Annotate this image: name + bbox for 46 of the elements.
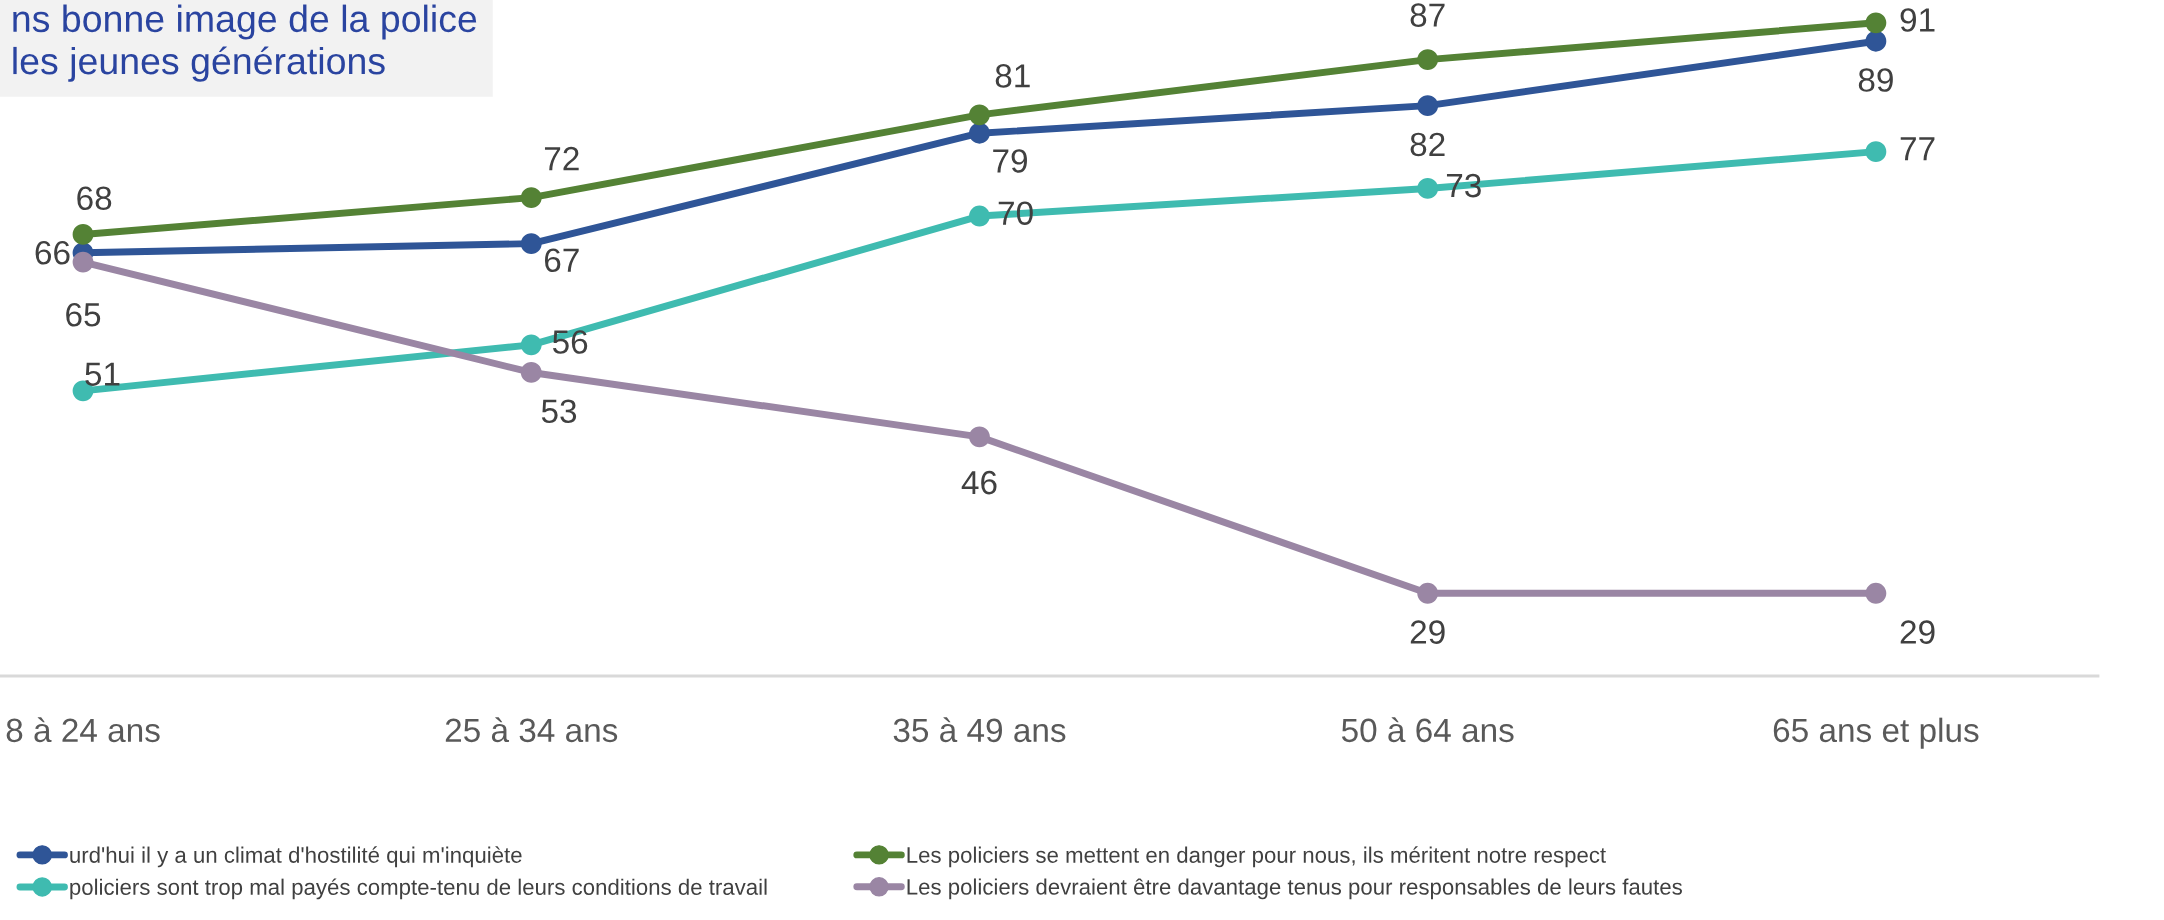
data-label: 29 — [1900, 620, 1935, 644]
data-label: 29 — [1410, 620, 1445, 644]
point — [969, 426, 990, 448]
data-label: 89 — [1858, 68, 1893, 92]
point — [1865, 30, 1887, 52]
point — [520, 362, 542, 383]
x-tick-label: 8 à 24 ans — [6, 717, 160, 743]
point — [1417, 178, 1439, 199]
point — [72, 224, 94, 245]
legend-label: policiers sont trop mal payés compte-tenu de leurs conditions de travail — [70, 878, 767, 900]
point — [969, 122, 990, 144]
data-label: 79 — [993, 149, 1027, 173]
point — [1417, 49, 1439, 71]
x-tick-label: 25 à 34 ans — [445, 717, 618, 743]
data-label: 67 — [544, 248, 579, 273]
chart-title: ns bonne image de la police les jeunes générations — [13, 4, 477, 82]
point — [1865, 141, 1887, 163]
point — [520, 334, 542, 356]
data-label: 46 — [961, 470, 997, 495]
data-label: 68 — [77, 186, 112, 211]
data-label: 53 — [541, 399, 577, 424]
data-label: 65 — [66, 302, 101, 327]
point — [520, 187, 542, 209]
point — [1417, 582, 1439, 604]
data-label: 66 — [35, 240, 70, 265]
point — [520, 233, 542, 255]
data-label: 82 — [1410, 132, 1445, 157]
data-label: 72 — [544, 146, 579, 171]
data-label: 91 — [1900, 8, 1935, 32]
point — [72, 251, 94, 273]
data-label: 56 — [552, 330, 588, 354]
point — [1417, 95, 1439, 117]
legend-label: Les policiers devraient être davantage tenus pour responsables de leurs fautes — [907, 878, 1682, 900]
x-tick-label: 35 à 49 ans — [893, 717, 1066, 743]
point — [969, 104, 990, 126]
point — [1865, 12, 1887, 34]
point — [1865, 582, 1887, 604]
x-tick-label: 50 à 64 ans — [1341, 717, 1514, 743]
x-tick-label: 65 ans et plus — [1773, 717, 1979, 749]
data-label: 87 — [1410, 3, 1445, 27]
data-label: 51 — [85, 362, 120, 386]
data-label: 81 — [995, 64, 1030, 88]
legend-label: Les policiers se mettent en danger pour nous, ils méritent notre respect — [907, 846, 1606, 868]
point — [969, 205, 990, 227]
legend-label: urd'hui il y a un climat d'hostilité qui m'inquiète — [70, 846, 522, 868]
data-label: 77 — [1900, 137, 1935, 161]
